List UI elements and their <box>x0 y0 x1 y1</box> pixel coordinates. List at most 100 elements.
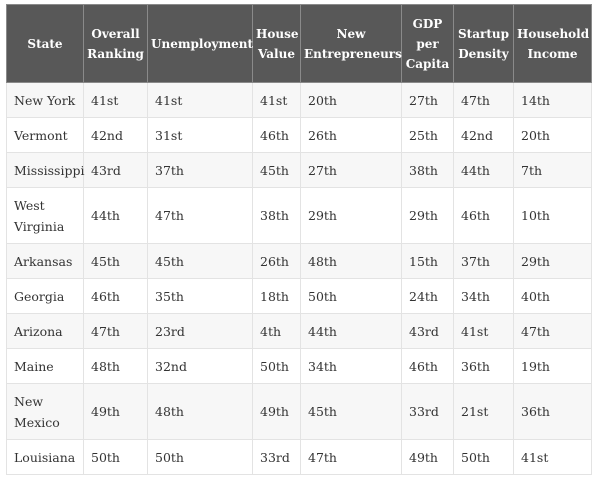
cell-house-value: 26th <box>252 243 301 279</box>
cell-startup-density: 36th <box>453 348 514 384</box>
state-rankings-table: State Overall Ranking Unemployment House… <box>6 4 592 475</box>
cell-household-income: 40th <box>513 278 592 314</box>
cell-unemployment: 41st <box>147 82 253 118</box>
cell-overall-ranking: 45th <box>83 243 148 279</box>
cell-state: West Virginia <box>6 187 84 244</box>
cell-startup-density: 44th <box>453 152 514 188</box>
table-row: Arkansas 45th 45th 26th 48th 15th 37th 2… <box>6 243 592 279</box>
cell-house-value: 41st <box>252 82 301 118</box>
cell-startup-density: 47th <box>453 82 514 118</box>
cell-overall-ranking: 42nd <box>83 117 148 153</box>
table-row: West Virginia 44th 47th 38th 29th 29th 4… <box>6 187 592 244</box>
rankings-table-container: State Overall Ranking Unemployment House… <box>6 4 592 475</box>
cell-house-value: 18th <box>252 278 301 314</box>
cell-house-value: 49th <box>252 383 301 440</box>
table-row: New York 41st 41st 41st 20th 27th 47th 1… <box>6 82 592 118</box>
cell-house-value: 38th <box>252 187 301 244</box>
cell-house-value: 50th <box>252 348 301 384</box>
cell-unemployment: 47th <box>147 187 253 244</box>
table-row: New Mexico 49th 48th 49th 45th 33rd 21st… <box>6 383 592 440</box>
cell-overall-ranking: 50th <box>83 439 148 475</box>
header-overall-ranking: Overall Ranking <box>83 4 148 83</box>
table-row: Louisiana 50th 50th 33rd 47th 49th 50th … <box>6 439 592 475</box>
cell-state: Maine <box>6 348 84 384</box>
cell-unemployment: 23rd <box>147 313 253 349</box>
cell-house-value: 46th <box>252 117 301 153</box>
header-unemployment: Unemployment <box>147 4 253 83</box>
cell-startup-density: 37th <box>453 243 514 279</box>
cell-household-income: 20th <box>513 117 592 153</box>
cell-house-value: 33rd <box>252 439 301 475</box>
header-state: State <box>6 4 84 83</box>
cell-state: Mississippi <box>6 152 84 188</box>
cell-gdp-per-capita: 33rd <box>401 383 454 440</box>
cell-gdp-per-capita: 24th <box>401 278 454 314</box>
cell-state: New York <box>6 82 84 118</box>
cell-new-entrepreneurs: 44th <box>300 313 402 349</box>
cell-gdp-per-capita: 49th <box>401 439 454 475</box>
cell-new-entrepreneurs: 26th <box>300 117 402 153</box>
cell-gdp-per-capita: 46th <box>401 348 454 384</box>
cell-new-entrepreneurs: 34th <box>300 348 402 384</box>
table-row: Georgia 46th 35th 18th 50th 24th 34th 40… <box>6 278 592 314</box>
cell-overall-ranking: 44th <box>83 187 148 244</box>
cell-new-entrepreneurs: 50th <box>300 278 402 314</box>
cell-startup-density: 42nd <box>453 117 514 153</box>
cell-unemployment: 31st <box>147 117 253 153</box>
cell-overall-ranking: 49th <box>83 383 148 440</box>
cell-startup-density: 50th <box>453 439 514 475</box>
cell-overall-ranking: 48th <box>83 348 148 384</box>
cell-overall-ranking: 43rd <box>83 152 148 188</box>
cell-unemployment: 48th <box>147 383 253 440</box>
table-row: Maine 48th 32nd 50th 34th 46th 36th 19th <box>6 348 592 384</box>
cell-state: Georgia <box>6 278 84 314</box>
cell-household-income: 41st <box>513 439 592 475</box>
header-new-entrepreneurs: New Entrepreneurs <box>300 4 402 83</box>
cell-new-entrepreneurs: 29th <box>300 187 402 244</box>
cell-gdp-per-capita: 25th <box>401 117 454 153</box>
cell-overall-ranking: 46th <box>83 278 148 314</box>
cell-household-income: 19th <box>513 348 592 384</box>
cell-overall-ranking: 41st <box>83 82 148 118</box>
cell-household-income: 47th <box>513 313 592 349</box>
cell-household-income: 29th <box>513 243 592 279</box>
cell-gdp-per-capita: 38th <box>401 152 454 188</box>
cell-startup-density: 41st <box>453 313 514 349</box>
table-row: Mississippi 43rd 37th 45th 27th 38th 44t… <box>6 152 592 188</box>
cell-state: Vermont <box>6 117 84 153</box>
cell-household-income: 14th <box>513 82 592 118</box>
header-gdp-per-capita: GDP per Capita <box>401 4 454 83</box>
cell-gdp-per-capita: 15th <box>401 243 454 279</box>
cell-new-entrepreneurs: 20th <box>300 82 402 118</box>
cell-new-entrepreneurs: 47th <box>300 439 402 475</box>
cell-new-entrepreneurs: 45th <box>300 383 402 440</box>
header-household-income: Household Income <box>513 4 592 83</box>
cell-startup-density: 34th <box>453 278 514 314</box>
cell-gdp-per-capita: 43rd <box>401 313 454 349</box>
cell-unemployment: 45th <box>147 243 253 279</box>
cell-house-value: 45th <box>252 152 301 188</box>
cell-house-value: 4th <box>252 313 301 349</box>
cell-unemployment: 35th <box>147 278 253 314</box>
cell-gdp-per-capita: 29th <box>401 187 454 244</box>
table-header-row: State Overall Ranking Unemployment House… <box>6 4 592 83</box>
cell-state: New Mexico <box>6 383 84 440</box>
cell-startup-density: 46th <box>453 187 514 244</box>
cell-overall-ranking: 47th <box>83 313 148 349</box>
table-row: Arizona 47th 23rd 4th 44th 43rd 41st 47t… <box>6 313 592 349</box>
header-house-value: House Value <box>252 4 301 83</box>
cell-state: Louisiana <box>6 439 84 475</box>
cell-new-entrepreneurs: 27th <box>300 152 402 188</box>
cell-new-entrepreneurs: 48th <box>300 243 402 279</box>
cell-state: Arizona <box>6 313 84 349</box>
table-row: Vermont 42nd 31st 46th 26th 25th 42nd 20… <box>6 117 592 153</box>
cell-household-income: 7th <box>513 152 592 188</box>
cell-gdp-per-capita: 27th <box>401 82 454 118</box>
header-startup-density: Startup Density <box>453 4 514 83</box>
cell-unemployment: 32nd <box>147 348 253 384</box>
cell-startup-density: 21st <box>453 383 514 440</box>
cell-unemployment: 37th <box>147 152 253 188</box>
cell-household-income: 10th <box>513 187 592 244</box>
cell-state: Arkansas <box>6 243 84 279</box>
cell-unemployment: 50th <box>147 439 253 475</box>
